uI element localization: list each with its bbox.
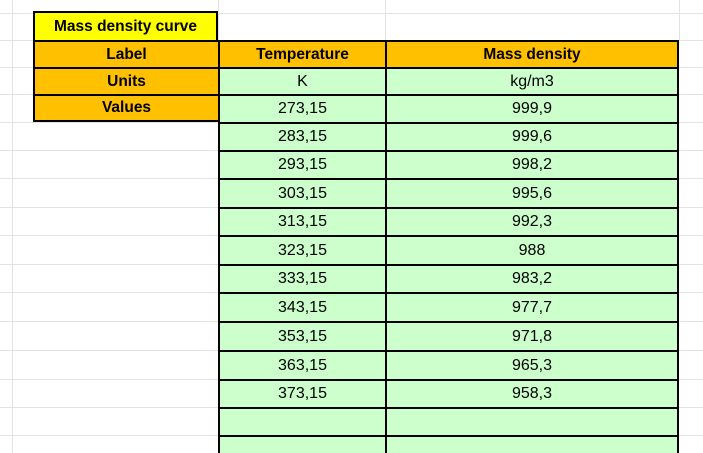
gridline-vertical: [12, 0, 13, 453]
temperature-value-cell[interactable]: 303,15: [218, 178, 385, 207]
empty-cell[interactable]: [385, 435, 679, 453]
temperature-value-cell[interactable]: 373,15: [218, 379, 385, 407]
temperature-value-cell[interactable]: 323,15: [218, 235, 385, 264]
temperature-column-header[interactable]: Temperature: [218, 40, 385, 67]
temperature-value-cell[interactable]: 283,15: [218, 122, 385, 150]
temperature-value-cell[interactable]: 273,15: [218, 94, 385, 122]
mass-density-value-cell[interactable]: 977,7: [385, 292, 679, 321]
temperature-value-cell[interactable]: 353,15: [218, 321, 385, 350]
mass-density-value-cell[interactable]: 988: [385, 235, 679, 264]
mass-density-unit-cell[interactable]: kg/m3: [385, 67, 679, 94]
mass-density-value-cell[interactable]: 998,2: [385, 150, 679, 178]
units-row-header[interactable]: Units: [33, 67, 218, 94]
temperature-value-cell[interactable]: 343,15: [218, 292, 385, 321]
values-row-header[interactable]: Values: [33, 94, 218, 122]
mass-density-value-cell[interactable]: 958,3: [385, 379, 679, 407]
empty-cell[interactable]: [385, 407, 679, 435]
mass-density-value-cell[interactable]: 992,3: [385, 207, 679, 235]
temperature-value-cell[interactable]: 313,15: [218, 207, 385, 235]
empty-cell[interactable]: [218, 435, 385, 453]
mass-density-value-cell[interactable]: 983,2: [385, 264, 679, 292]
mass-density-value-cell[interactable]: 965,3: [385, 350, 679, 379]
mass-density-value-cell[interactable]: 971,8: [385, 321, 679, 350]
temperature-unit-cell[interactable]: K: [218, 67, 385, 94]
mass-density-value-cell[interactable]: 999,9: [385, 94, 679, 122]
title-cell[interactable]: Mass density curve: [33, 11, 218, 40]
mass-density-column-header[interactable]: Mass density: [385, 40, 679, 67]
empty-cell[interactable]: [218, 407, 385, 435]
temperature-value-cell[interactable]: 333,15: [218, 264, 385, 292]
gridline-vertical: [218, 0, 219, 41]
gridline-vertical: [385, 0, 386, 41]
gridline-vertical: [679, 0, 680, 41]
temperature-value-cell[interactable]: 363,15: [218, 350, 385, 379]
mass-density-value-cell[interactable]: 999,6: [385, 122, 679, 150]
temperature-value-cell[interactable]: 293,15: [218, 150, 385, 178]
gridline-horizontal: [0, 13, 703, 14]
label-row-header[interactable]: Label: [33, 40, 218, 67]
mass-density-value-cell[interactable]: 995,6: [385, 178, 679, 207]
